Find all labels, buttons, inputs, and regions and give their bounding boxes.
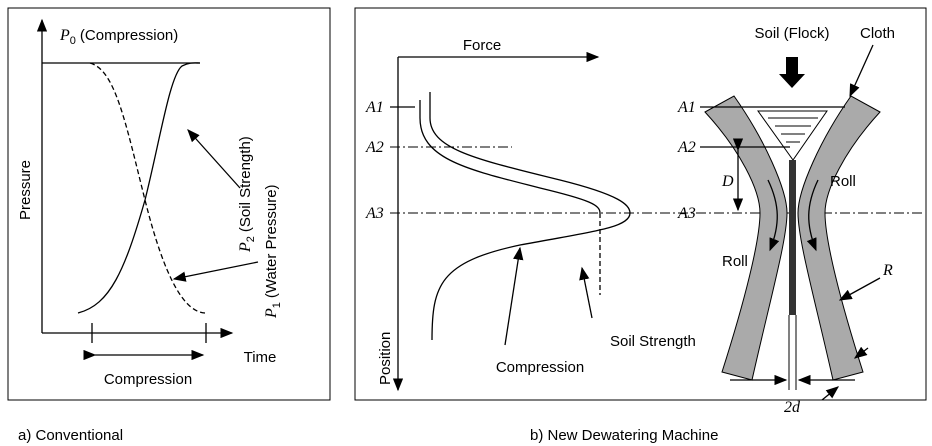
- level-label: A2: [677, 139, 696, 156]
- subscript: 0: [70, 35, 76, 47]
- p2-label: P2 (Soil Strength): [237, 136, 257, 253]
- caption: b) New Dewatering Machine: [530, 427, 718, 444]
- cloth-label: Cloth: [860, 25, 895, 42]
- roll-label: Roll: [722, 253, 748, 270]
- gap-label: D: [721, 173, 734, 190]
- compression-label: Compression: [496, 359, 584, 376]
- level-label: A1: [365, 99, 384, 116]
- p0-label: P0 (Compression): [59, 27, 178, 47]
- level-label: A3: [365, 205, 384, 222]
- soil-cake: [789, 160, 796, 315]
- rotation-arrow: [767, 179, 780, 252]
- label: (Soil Strength): [237, 136, 254, 232]
- symbol: P: [263, 308, 280, 319]
- subscript: 2: [245, 236, 257, 242]
- position-label: Position: [377, 332, 394, 385]
- soil-strength-curve: [419, 100, 601, 214]
- level-label: A1: [677, 99, 696, 116]
- rotation-arrow: [806, 179, 819, 252]
- roll-label: Roll: [830, 173, 856, 190]
- label: (Water Pressure): [263, 184, 280, 298]
- level-label: A3: [677, 205, 696, 222]
- pointer: [172, 261, 259, 282]
- pointer: [579, 266, 593, 319]
- radius-label: R: [882, 262, 893, 279]
- right-roll: [797, 95, 881, 381]
- soil-wedge: [757, 110, 828, 161]
- level-label: A2: [365, 139, 384, 156]
- force-label: Force: [463, 37, 501, 54]
- soil-label: Soil (Flock): [754, 25, 829, 42]
- panel-b-frame: [354, 7, 927, 401]
- label: (Compression): [80, 27, 178, 44]
- subscript: 1: [271, 302, 283, 308]
- soil-strength-label: Soil Strength: [610, 333, 696, 350]
- radius-arrow: [838, 277, 881, 301]
- compression-curve: [429, 92, 631, 341]
- soil-strength-curve: [77, 62, 201, 314]
- p1-label: P1 (Water Pressure): [263, 184, 283, 319]
- panel-a-frame: [7, 7, 331, 401]
- pointer: [849, 44, 874, 98]
- thickness-arrow: [821, 386, 840, 401]
- pointer: [504, 246, 524, 346]
- span-label: Compression: [104, 371, 192, 388]
- water-pressure-curve: [89, 62, 207, 314]
- symbol: P: [59, 27, 70, 44]
- thickness-arrow: [853, 346, 869, 359]
- y-axis-label: Pressure: [17, 160, 34, 220]
- pointer: [187, 129, 241, 189]
- x-axis-label: Time: [244, 349, 277, 366]
- caption: a) Conventional: [18, 427, 123, 444]
- width-label: 2d: [784, 399, 801, 416]
- symbol: P: [237, 242, 254, 253]
- feed-arrow: [779, 57, 805, 88]
